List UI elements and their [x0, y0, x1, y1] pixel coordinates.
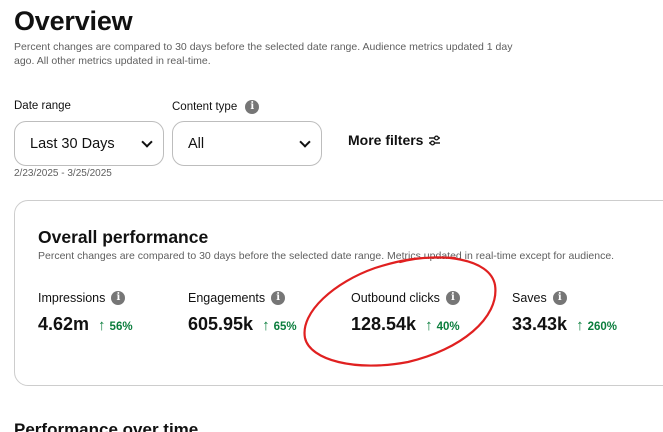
card-title: Overall performance: [38, 227, 209, 247]
metric-saves[interactable]: Saves i 33.43k ↑ 260%: [512, 291, 617, 335]
metric-row: 605.95k ↑ 65%: [188, 314, 297, 335]
date-range-value: Last 30 Days: [30, 135, 115, 152]
metric-value: 128.54k: [351, 314, 417, 334]
metric-value: 4.62m: [38, 314, 90, 334]
content-type-label: Content type i: [172, 100, 260, 114]
metric-value: 605.95k: [188, 314, 254, 334]
content-type-select[interactable]: All: [172, 121, 322, 166]
arrow-up-icon: ↑: [262, 317, 270, 334]
metric-label-text: Outbound clicks: [351, 291, 440, 305]
arrow-up-icon: ↑: [425, 317, 433, 334]
sliders-icon: [429, 134, 441, 146]
metric-label: Impressions i: [38, 291, 133, 305]
info-icon[interactable]: i: [552, 291, 567, 305]
metric-change: ↑ 56%: [98, 317, 133, 334]
arrow-up-icon: ↑: [98, 317, 106, 334]
metric-change-text: 260%: [587, 321, 617, 333]
chevron-down-icon: [299, 135, 311, 148]
metric-engagements[interactable]: Engagements i 605.95k ↑ 65%: [188, 291, 297, 335]
metric-change-text: 56%: [109, 321, 133, 333]
overall-performance-card: Overall performance Percent changes are …: [14, 200, 663, 386]
page-subtitle: Percent changes are compared to 30 days …: [14, 41, 513, 67]
metric-impressions[interactable]: Impressions i 4.62m ↑ 56%: [38, 291, 133, 335]
page-title: Overview: [14, 6, 133, 36]
metric-outbound-clicks[interactable]: Outbound clicks i 128.54k ↑ 40%: [351, 291, 460, 335]
more-filters-label: More filters: [348, 132, 424, 148]
chevron-down-icon: [141, 135, 153, 148]
metric-row: 33.43k ↑ 260%: [512, 314, 617, 335]
content-type-value: All: [188, 135, 205, 152]
metric-label: Outbound clicks i: [351, 291, 460, 305]
info-icon[interactable]: i: [111, 291, 126, 305]
date-range-select[interactable]: Last 30 Days: [14, 121, 164, 166]
metric-row: 4.62m ↑ 56%: [38, 314, 133, 335]
metric-change: ↑ 260%: [576, 317, 617, 334]
arrow-up-icon: ↑: [576, 317, 584, 334]
info-icon[interactable]: i: [245, 100, 260, 114]
metric-change: ↑ 40%: [425, 317, 460, 334]
metric-label-text: Impressions: [38, 291, 106, 305]
metric-row: 128.54k ↑ 40%: [351, 314, 460, 335]
metric-label-text: Engagements: [188, 291, 266, 305]
section-title-performance-over-time: Performance over time: [14, 420, 199, 432]
info-icon[interactable]: i: [445, 291, 460, 305]
content-type-label-text: Content type: [172, 101, 238, 113]
metric-label-text: Saves: [512, 291, 547, 305]
metric-value: 33.43k: [512, 314, 568, 334]
more-filters-button[interactable]: More filters: [348, 132, 441, 148]
metric-change: ↑ 65%: [262, 317, 297, 334]
date-range-label-text: Date range: [14, 100, 71, 112]
metric-change-text: 40%: [436, 321, 460, 333]
date-range-text: 2/23/2025 - 3/25/2025: [14, 168, 112, 179]
date-range-label: Date range: [14, 100, 71, 112]
card-subtitle: Percent changes are compared to 30 days …: [38, 250, 615, 262]
metric-label: Saves i: [512, 291, 617, 305]
metric-label: Engagements i: [188, 291, 297, 305]
metric-change-text: 65%: [273, 321, 297, 333]
info-icon[interactable]: i: [271, 291, 286, 305]
